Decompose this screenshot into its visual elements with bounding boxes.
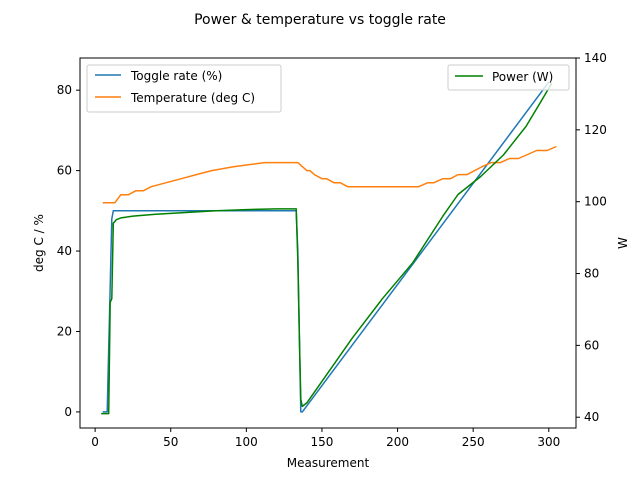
x-tick-label: 200 xyxy=(386,435,409,449)
y-right-tick-label: 60 xyxy=(584,338,599,352)
chart-title: Power & temperature vs toggle rate xyxy=(194,12,446,28)
legend-right: Power (W) xyxy=(447,64,570,91)
series-layer xyxy=(101,81,557,415)
y-right-tick-label: 120 xyxy=(584,123,607,137)
x-tick-label: 300 xyxy=(537,435,560,449)
y-left-tick-label: 40 xyxy=(57,244,72,258)
y-right-tick-label: 140 xyxy=(584,51,607,65)
y-right-tick-label: 80 xyxy=(584,267,599,281)
x-axis-label: Measurement xyxy=(287,456,370,470)
y-axis-left-label: deg C / % xyxy=(32,214,46,272)
legend-label-temperature: Temperature (deg C) xyxy=(130,91,255,105)
y-right-tick-label: 100 xyxy=(584,195,607,209)
legend-label-toggle: Toggle rate (%) xyxy=(130,69,222,83)
legend-label-power: Power (W) xyxy=(492,70,553,84)
y-left-tick-label: 80 xyxy=(57,83,72,97)
x-tick-label: 100 xyxy=(235,435,258,449)
series-line-toggle-rate xyxy=(102,81,550,413)
y-left-tick-label: 0 xyxy=(64,405,72,419)
x-tick-label: 250 xyxy=(462,435,485,449)
legend-right-frame xyxy=(447,64,570,91)
legend-left-frame xyxy=(86,64,282,113)
x-tick-label: 0 xyxy=(91,435,99,449)
y-left-tick-label: 60 xyxy=(57,164,72,178)
y-right-tick-label: 40 xyxy=(584,410,599,424)
plot-area xyxy=(79,57,577,429)
x-tick-label: 150 xyxy=(310,435,333,449)
x-axis: 0 50 100 150 200 250 300 xyxy=(91,428,560,449)
legend-left: Toggle rate (%) Temperature (deg C) xyxy=(86,64,282,113)
series-line-temperature xyxy=(102,145,557,204)
series-line-power xyxy=(101,82,553,415)
y-axis-left: 0 20 40 60 80 xyxy=(57,83,80,419)
y-axis-right: 40 60 80 100 120 140 xyxy=(576,51,607,424)
y-axis-right-label: W xyxy=(616,237,630,249)
x-tick-label: 50 xyxy=(163,435,178,449)
y-left-tick-label: 20 xyxy=(57,324,72,338)
